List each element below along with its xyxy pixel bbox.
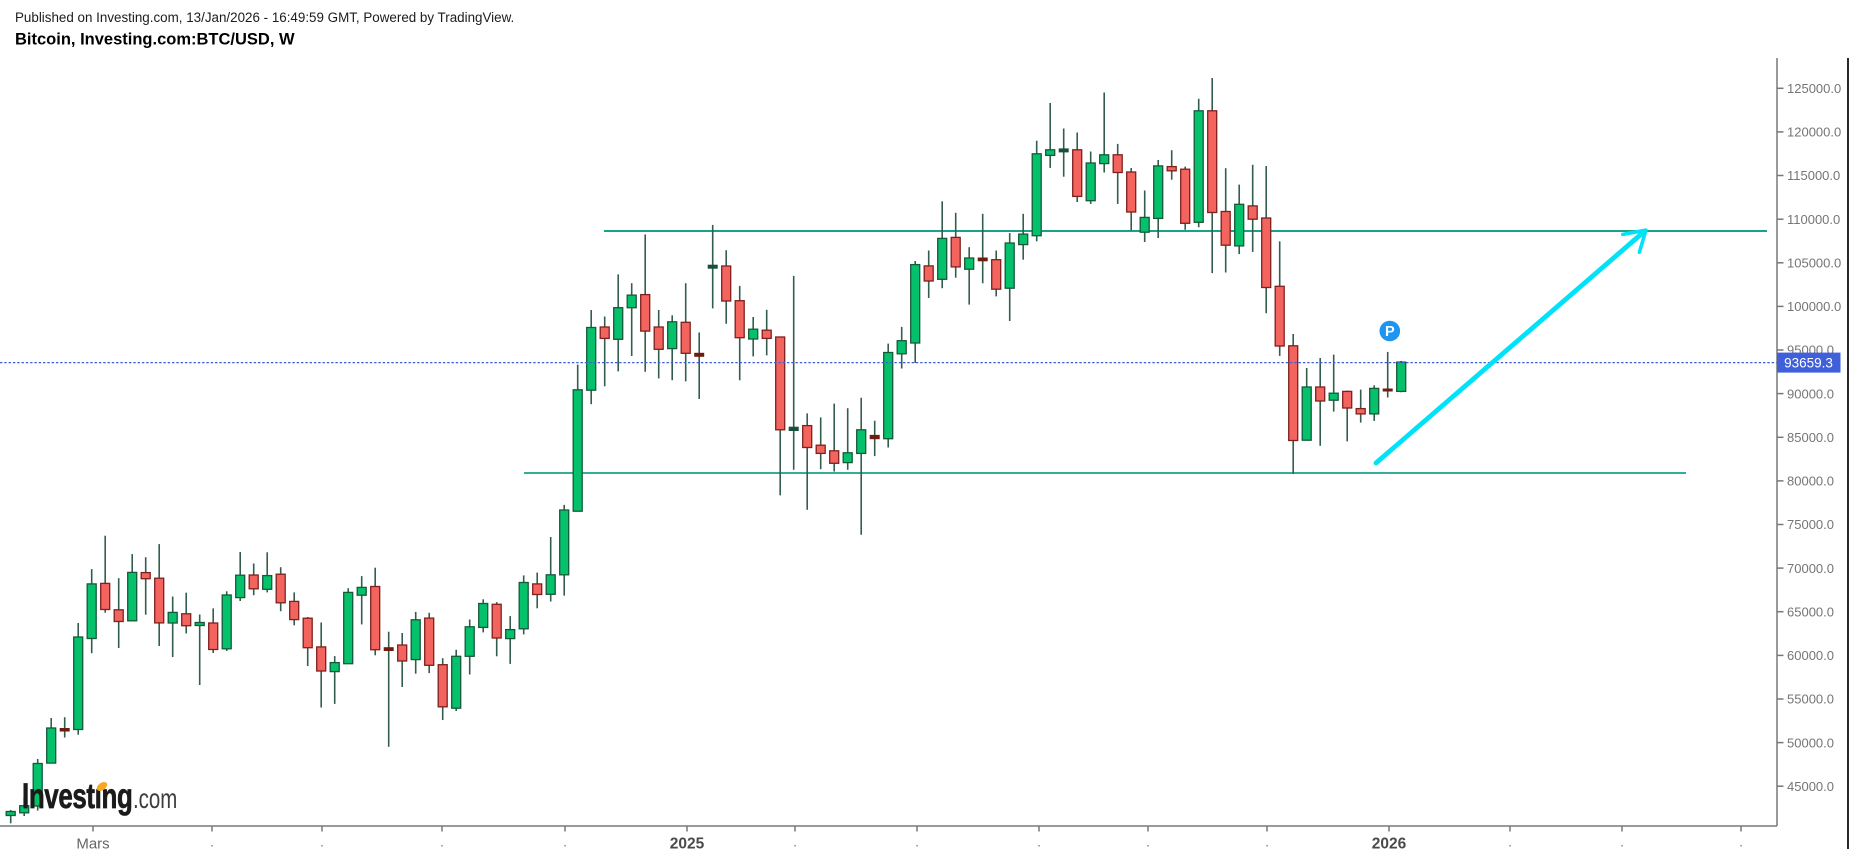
- svg-text:.: .: [1146, 835, 1150, 850]
- svg-text:93659.3: 93659.3: [1784, 356, 1833, 371]
- svg-text:Mars: Mars: [76, 836, 109, 853]
- svg-text:90000.0: 90000.0: [1787, 386, 1834, 401]
- svg-text:85000.0: 85000.0: [1787, 430, 1834, 445]
- svg-text:2025: 2025: [670, 836, 705, 853]
- svg-text:.: .: [1508, 835, 1512, 850]
- svg-text:.: .: [210, 835, 214, 850]
- svg-text:120000.0: 120000.0: [1787, 125, 1841, 140]
- svg-text:2026: 2026: [1372, 836, 1407, 853]
- svg-text:105000.0: 105000.0: [1787, 256, 1841, 271]
- svg-text:70000.0: 70000.0: [1787, 561, 1834, 576]
- svg-text:.: .: [915, 835, 919, 850]
- svg-text:60000.0: 60000.0: [1787, 648, 1834, 663]
- svg-text:.com: .com: [133, 784, 177, 815]
- svg-text:100000.0: 100000.0: [1787, 299, 1841, 314]
- svg-text:P: P: [1385, 324, 1395, 340]
- svg-text:.: .: [1037, 835, 1041, 850]
- svg-text:125000.0: 125000.0: [1787, 81, 1841, 96]
- svg-text:80000.0: 80000.0: [1787, 474, 1834, 489]
- svg-text:Published on Investing.com, 13: Published on Investing.com, 13/Jan/2026 …: [15, 10, 514, 25]
- svg-text:65000.0: 65000.0: [1787, 604, 1834, 619]
- svg-text:45000.0: 45000.0: [1787, 779, 1834, 794]
- svg-text:.: .: [793, 835, 797, 850]
- svg-text:.: .: [1620, 835, 1624, 850]
- svg-text:.: .: [440, 835, 444, 850]
- svg-text:.: .: [1265, 835, 1269, 850]
- svg-text:50000.0: 50000.0: [1787, 735, 1834, 750]
- svg-text:Investıng: Investıng: [22, 776, 132, 816]
- svg-text:115000.0: 115000.0: [1787, 168, 1840, 183]
- svg-text:75000.0: 75000.0: [1787, 517, 1834, 532]
- svg-text:55000.0: 55000.0: [1787, 692, 1834, 707]
- svg-text:Bitcoin, Investing.com:BTC/USD: Bitcoin, Investing.com:BTC/USD, W: [15, 31, 295, 49]
- svg-text:.: .: [320, 835, 324, 850]
- svg-text:110000.0: 110000.0: [1787, 212, 1840, 227]
- svg-text:.: .: [563, 835, 567, 850]
- svg-text:.: .: [1739, 835, 1743, 850]
